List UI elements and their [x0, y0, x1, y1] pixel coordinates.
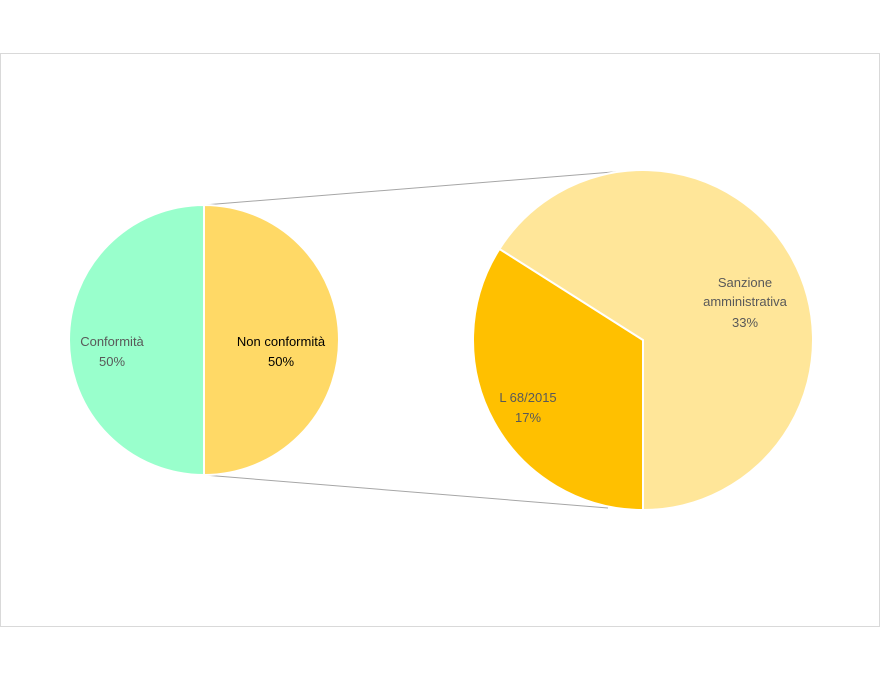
- connector-lines: [203, 170, 626, 509]
- label-non-conformita-name: Non conformità: [237, 334, 326, 349]
- connector-top: [203, 170, 626, 206]
- slice-sanzione-amministrativa: [498, 169, 814, 512]
- slice-non-conformita: [203, 203, 340, 477]
- primary-pie: [68, 203, 340, 477]
- label-sanzione-value: 33%: [732, 315, 758, 330]
- label-non-conformita-value: 50%: [268, 354, 294, 369]
- label-sanzione-line2: amministrativa: [703, 294, 788, 309]
- label-l68-value: 17%: [515, 410, 541, 425]
- slice-conformita: [68, 203, 205, 477]
- connector-bottom: [203, 474, 609, 509]
- label-sanzione-line1: Sanzione: [718, 275, 772, 290]
- secondary-pie: [471, 169, 814, 512]
- label-conformita-value: 50%: [99, 354, 125, 369]
- label-l68-name: L 68/2015: [499, 390, 556, 405]
- label-conformita-name: Conformità: [80, 334, 144, 349]
